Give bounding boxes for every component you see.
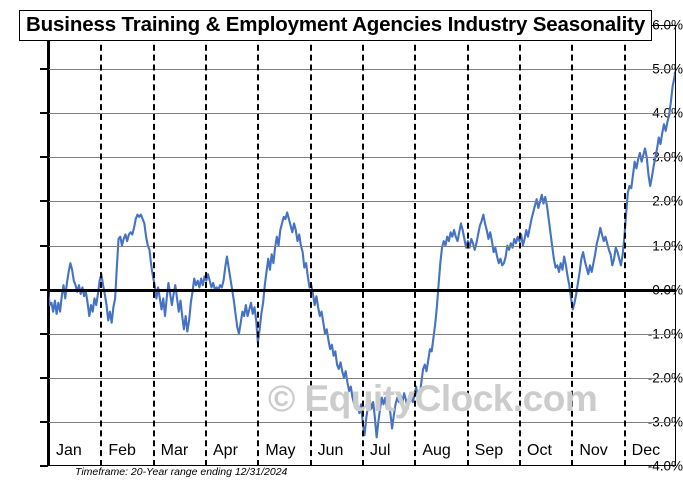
month-divider — [466, 25, 469, 466]
y-axis-tick-mark — [40, 420, 48, 423]
month-divider — [571, 25, 574, 466]
x-axis-label-apr: Apr — [213, 442, 238, 459]
y-axis-tick-mark — [40, 112, 48, 115]
y-axis-tick-mark — [40, 68, 48, 71]
y-axis-tick-mark — [40, 244, 48, 247]
timeframe-note: Timeframe: 20-Year range ending 12/31/20… — [75, 466, 288, 478]
y-axis-tick-mark — [40, 332, 48, 335]
y-axis-tick-mark — [40, 156, 48, 159]
month-divider — [205, 25, 207, 466]
x-axis-label-may: May — [265, 442, 296, 459]
month-divider — [362, 25, 364, 466]
x-axis-label-oct: Oct — [527, 442, 552, 459]
month-divider — [309, 25, 312, 466]
x-axis-label-jul: Jul — [370, 442, 391, 459]
x-axis-label-jan: Jan — [56, 442, 82, 459]
y-axis-tick-mark — [40, 288, 48, 291]
x-axis-label-aug: Aug — [422, 442, 451, 459]
x-axis-label-dec: Dec — [631, 442, 661, 459]
x-axis-label-nov: Nov — [579, 442, 608, 459]
x-axis-label-feb: Feb — [108, 442, 136, 459]
y-axis-tick-mark — [40, 376, 48, 379]
y-axis-tick-label: -4.0% — [647, 458, 683, 474]
month-divider — [414, 25, 417, 466]
x-axis-label-sep: Sep — [474, 442, 504, 459]
month-divider — [152, 25, 155, 466]
month-divider — [623, 25, 626, 466]
y-axis-tick-mark — [40, 200, 48, 203]
month-divider — [100, 25, 103, 466]
x-axis-label-jun: Jun — [317, 442, 344, 459]
chart-title: Business Training & Employment Agencies … — [19, 10, 653, 41]
plot-area — [48, 25, 676, 466]
y-axis-tick-mark — [40, 465, 48, 467]
x-axis-label-mar: Mar — [160, 442, 189, 459]
month-divider — [257, 25, 260, 466]
month-divider — [519, 25, 521, 466]
